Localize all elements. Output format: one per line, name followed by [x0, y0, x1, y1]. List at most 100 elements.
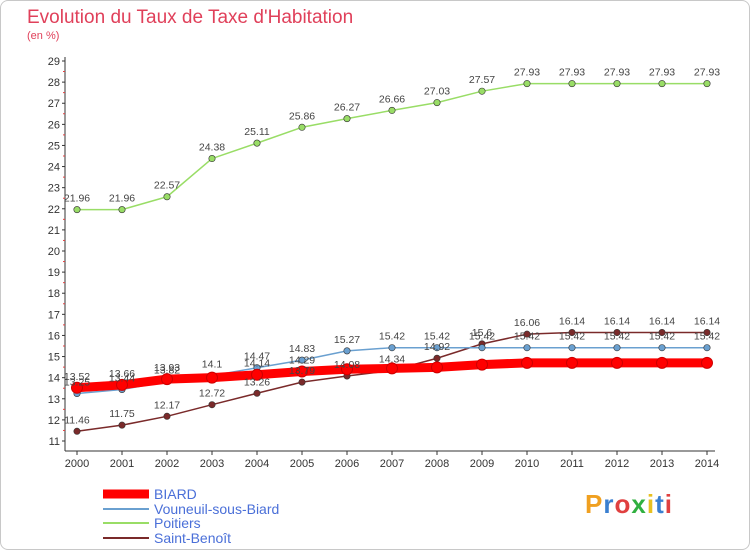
- data-label: 27.93: [694, 67, 720, 79]
- data-point: [118, 206, 126, 214]
- data-label: 12.17: [154, 399, 180, 411]
- data-label: 13.25: [64, 377, 90, 389]
- data-label: 24.38: [199, 142, 225, 154]
- x-tick-label: 2003: [200, 458, 224, 470]
- data-point: [341, 363, 353, 376]
- data-label: 16.14: [559, 315, 585, 327]
- legend-label: Poitiers: [154, 515, 201, 531]
- x-tick-label: 2004: [245, 458, 269, 470]
- data-label: 11.46: [64, 414, 90, 426]
- data-label: 27.93: [559, 67, 585, 79]
- data-point: [566, 356, 578, 369]
- data-point: [431, 361, 443, 374]
- data-point: [478, 87, 486, 95]
- data-label: 16.14: [694, 315, 720, 327]
- data-label: 16.14: [649, 315, 675, 327]
- data-label: 15.6: [472, 327, 493, 339]
- x-tick-label: 2000: [65, 458, 89, 470]
- data-label: 27.93: [604, 67, 630, 79]
- data-point: [656, 356, 668, 369]
- data-point: [298, 378, 306, 386]
- x-tick-label: 2006: [335, 458, 359, 470]
- logo-letter: x: [631, 489, 647, 519]
- data-label: 21.96: [109, 193, 135, 205]
- data-label: 14.47: [244, 351, 270, 363]
- data-point: [163, 412, 171, 420]
- data-label: 27.03: [424, 86, 450, 98]
- data-point: [388, 344, 396, 352]
- data-label: 11.75: [109, 408, 135, 420]
- data-point: [71, 381, 83, 394]
- y-tick-label: 18: [48, 288, 60, 300]
- data-label: 14.14: [244, 358, 270, 370]
- logo-letter: r: [603, 489, 615, 519]
- x-tick-label: 2002: [155, 458, 179, 470]
- logo-letter: t: [655, 489, 665, 519]
- data-point: [118, 421, 126, 429]
- data-point: [703, 328, 711, 336]
- legend-label: Vouneuil-sous-Biard: [154, 501, 279, 517]
- data-point: [701, 356, 713, 369]
- y-tick-label: 12: [48, 415, 60, 427]
- y-tick-label: 28: [48, 77, 60, 89]
- data-point: [163, 193, 171, 201]
- data-label: 14.29: [289, 355, 315, 367]
- data-point: [386, 362, 398, 375]
- data-point: [161, 373, 173, 386]
- data-label: 25.11: [244, 126, 270, 138]
- data-label: 14.83: [289, 343, 315, 355]
- data-point: [658, 328, 666, 336]
- data-label: 13.82: [154, 364, 180, 376]
- y-tick-label: 27: [48, 98, 60, 110]
- data-point: [568, 344, 576, 352]
- logo-letter: i: [646, 489, 656, 519]
- data-point: [523, 330, 531, 338]
- y-tick-label: 15: [48, 352, 60, 364]
- x-tick-label: 2012: [605, 458, 629, 470]
- data-label: 27.93: [649, 67, 675, 79]
- data-label: 22.57: [154, 180, 180, 192]
- data-label: 14.08: [334, 359, 360, 371]
- y-tick-label: 23: [48, 183, 60, 195]
- data-label: 13.79: [289, 365, 315, 377]
- legend-label: Saint-Benoît: [154, 530, 231, 546]
- legend-item-poitiers: Poitiers: [103, 515, 201, 531]
- logo-letter: o: [614, 489, 632, 519]
- legend-label: BIARD: [154, 486, 197, 502]
- x-tick-label: 2007: [380, 458, 404, 470]
- y-tick-label: 13: [48, 394, 60, 406]
- y-tick-label: 29: [48, 56, 60, 68]
- x-tick-label: 2014: [695, 458, 719, 470]
- data-point: [298, 123, 306, 131]
- data-point: [208, 401, 216, 409]
- y-tick-label: 14: [48, 373, 60, 385]
- data-point: [73, 427, 81, 435]
- series-poitiers: [73, 80, 711, 214]
- y-tick-label: 11: [49, 436, 60, 448]
- data-point: [251, 368, 263, 381]
- legend-item-biard: BIARD: [103, 486, 197, 502]
- x-tick-label: 2001: [110, 458, 134, 470]
- y-tick-label: 19: [48, 267, 60, 279]
- data-point: [478, 344, 486, 352]
- data-point: [343, 347, 351, 355]
- data-label: 13.26: [244, 376, 270, 388]
- data-point: [568, 328, 576, 336]
- y-tick-label: 24: [48, 162, 60, 174]
- data-label: 15.42: [514, 331, 540, 343]
- data-point: [73, 206, 81, 214]
- logo-letter: i: [664, 489, 673, 519]
- data-point: [703, 80, 711, 88]
- data-label: 14.34: [379, 353, 405, 365]
- data-label: 14.92: [424, 341, 450, 353]
- data-label: 14.1: [202, 359, 223, 371]
- x-tick-label: 2013: [650, 458, 674, 470]
- x-tick-label: 2005: [290, 458, 314, 470]
- logo-letter: P: [585, 489, 604, 519]
- data-point: [208, 155, 216, 163]
- data-point: [521, 356, 533, 369]
- data-label: 25.86: [289, 110, 315, 122]
- data-label: 15.42: [649, 331, 675, 343]
- data-point: [433, 344, 441, 352]
